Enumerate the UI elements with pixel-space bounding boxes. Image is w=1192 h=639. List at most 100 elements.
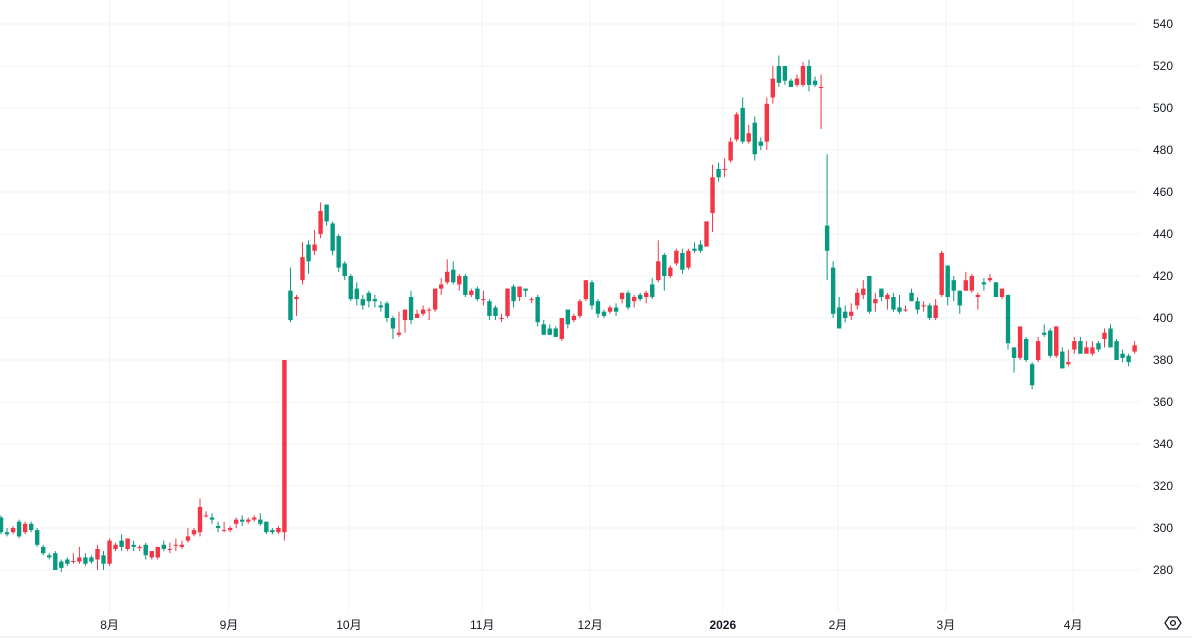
candle-down — [47, 553, 52, 560]
candle-down — [336, 234, 341, 272]
candle-up — [185, 528, 191, 543]
candle-body — [47, 555, 52, 558]
candle-body — [1084, 347, 1089, 354]
candle-down — [53, 551, 58, 570]
candle-down — [511, 284, 516, 308]
candle-body — [493, 307, 498, 316]
candle-down — [625, 290, 631, 310]
candle-body — [83, 557, 88, 564]
candles — [0, 55, 1137, 573]
candle-body — [1005, 294, 1011, 344]
candle-down — [1120, 349, 1125, 363]
candle-down — [408, 290, 414, 325]
candle-down — [28, 521, 34, 533]
candle-down — [1126, 353, 1131, 367]
x-tick-label: 8月 — [100, 618, 119, 632]
candle-down — [993, 282, 999, 297]
candle-down — [101, 551, 106, 570]
candle-body — [710, 177, 715, 213]
candle-body — [1096, 343, 1101, 350]
candle-up — [746, 124, 751, 144]
candle-body — [686, 250, 691, 268]
candle-up — [481, 290, 486, 306]
candle-body — [59, 561, 64, 568]
candle-body — [330, 223, 335, 251]
candle-body — [843, 311, 848, 318]
candle-body — [1108, 328, 1113, 348]
x-tick-label: 11月 — [470, 618, 494, 632]
candle-up — [426, 307, 432, 321]
y-tick-label: 300 — [1153, 521, 1173, 535]
candle-body — [601, 311, 607, 316]
candle-body — [836, 307, 842, 329]
candle-body — [1017, 326, 1023, 358]
candle-up — [252, 515, 257, 522]
candle-up — [1017, 326, 1023, 360]
candle-down — [378, 301, 384, 312]
x-tick-label: 2月 — [829, 618, 848, 632]
candle-up — [22, 521, 28, 535]
candle-down — [909, 288, 914, 302]
candle-body — [125, 538, 130, 549]
candle-body — [342, 263, 347, 276]
candle-up — [963, 271, 968, 291]
candle-body — [674, 250, 679, 264]
candle-up — [987, 273, 993, 283]
candle-down — [897, 294, 902, 314]
candle-up — [855, 288, 860, 310]
candle-down — [366, 290, 372, 308]
candle-body — [107, 540, 112, 564]
y-tick-label: 420 — [1153, 269, 1173, 283]
candle-body — [209, 517, 215, 520]
candle-body — [101, 555, 106, 564]
candle-down — [360, 294, 365, 310]
candle-body — [668, 267, 673, 276]
candle-up — [233, 517, 239, 528]
candle-up — [656, 240, 661, 283]
candle-body — [855, 292, 860, 306]
candle-up — [432, 288, 438, 312]
candle-body — [963, 280, 968, 291]
candle-body — [951, 280, 956, 291]
candle-down — [565, 309, 571, 329]
candle-down — [330, 221, 335, 255]
candle-body — [782, 66, 788, 81]
candle-down — [240, 515, 245, 526]
candle-up — [571, 313, 577, 323]
chart-settings-button[interactable] — [1164, 614, 1182, 632]
candle-up — [529, 297, 534, 304]
candle-up — [873, 292, 878, 312]
candle-body — [475, 288, 480, 300]
candle-down — [1060, 347, 1065, 369]
candle-body — [119, 540, 124, 547]
candle-body — [903, 309, 908, 311]
candle-body — [824, 225, 830, 251]
candle-body — [215, 525, 221, 528]
candle-body — [252, 517, 257, 520]
candle-body — [143, 544, 148, 556]
candle-up — [221, 521, 227, 533]
candle-body — [595, 301, 601, 314]
candle-body — [408, 297, 414, 321]
candle-body — [360, 299, 365, 306]
candle-up — [282, 360, 287, 541]
candle-down — [258, 513, 263, 526]
candle-body — [41, 546, 46, 554]
candle-up — [577, 299, 583, 318]
candle-up — [1084, 341, 1089, 354]
candle-body — [264, 521, 269, 533]
candle-down — [372, 294, 378, 308]
candle-body — [28, 523, 34, 531]
candle-body — [981, 282, 987, 285]
candle-body — [354, 288, 359, 300]
candle-down — [680, 248, 685, 274]
candle-up — [167, 542, 173, 554]
candle-body — [1078, 341, 1083, 354]
candle-body — [650, 284, 655, 297]
candle-body — [77, 557, 82, 562]
candle-up — [300, 242, 305, 285]
candle-down — [589, 280, 595, 310]
candle-down — [523, 288, 528, 297]
candle-body — [463, 276, 468, 295]
